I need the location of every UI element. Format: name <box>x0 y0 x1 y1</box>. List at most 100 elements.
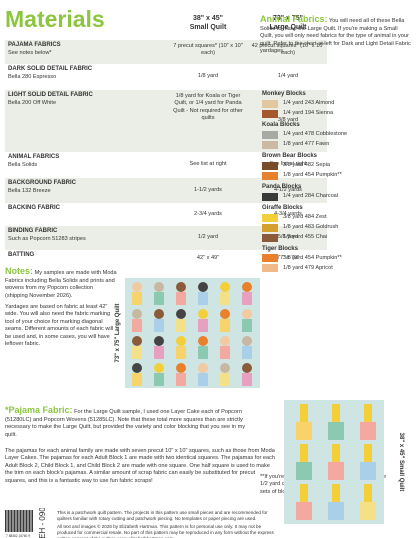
row-label: BACKING FABRIC <box>8 205 168 213</box>
fabric: 3/8 yard 484 Zest <box>283 213 327 220</box>
swatch <box>262 223 278 232</box>
bar <box>32 510 33 532</box>
row-label: PAJAMA FABRICS See notes below* <box>8 42 168 57</box>
head <box>176 363 186 373</box>
cell: 1/8 yard for Koala or Tiger Quilt, or 1/… <box>173 93 243 122</box>
bar <box>15 510 16 532</box>
bar <box>12 510 13 532</box>
text: For the Large Quilt sample, I used one L… <box>5 409 246 438</box>
bar <box>5 510 6 532</box>
swatch <box>262 99 278 108</box>
head <box>154 336 164 346</box>
cell: 77" x 79" <box>276 255 300 261</box>
fabric-name: BATTING <box>8 252 35 258</box>
body <box>198 292 208 305</box>
cell: 1/2 yard <box>197 234 219 240</box>
head <box>132 282 142 292</box>
large-quilt: 73" x 75" Large Quilt <box>115 278 260 388</box>
cell: 4-3/4 yards <box>274 210 302 217</box>
fabric-item: 3/8 yard 484 Zest <box>262 213 412 223</box>
fabric: 1/4 yard 243 Almond <box>283 100 335 107</box>
neck <box>300 444 308 462</box>
body <box>132 346 142 359</box>
head <box>242 282 252 292</box>
head <box>220 309 230 319</box>
head <box>220 282 230 292</box>
bar <box>25 510 26 532</box>
swatch <box>262 264 278 273</box>
fabric: 1/8 yard 454 Pumpkin** <box>283 172 342 179</box>
heading: *Pajama Fabric: <box>5 405 73 415</box>
text: Yardages are based on fabric at least 42… <box>5 304 114 347</box>
fabric-item: 1/8 yard 479 Apricot <box>262 263 412 273</box>
body <box>176 292 186 305</box>
fabric-note: Bella Solids <box>8 161 38 168</box>
swatch <box>262 130 278 139</box>
fabric-name: PAJAMA FABRICS <box>8 42 61 48</box>
bar <box>8 510 9 532</box>
cell: 1/8 yard <box>197 73 219 79</box>
body <box>242 292 252 305</box>
label: 38" x 45" Small Quilt <box>398 433 404 492</box>
neck <box>332 404 340 422</box>
label: Large Quilt <box>269 24 307 32</box>
block-group: Tiger Blocks 3/8 yard 454 Pumpkin** 1/8 ya… <box>262 246 412 274</box>
table-row: DARK SOLID DETAIL FABRIC Bella 280 Espres… <box>5 64 327 90</box>
animal-intro: Animal Fabrics: You will need all of the… <box>260 14 412 55</box>
code: EH - 090 <box>38 508 47 538</box>
fabric-item: 1/8 yard 483 Goldrush <box>262 223 412 233</box>
block-group: Koala Blocks 1/4 yard 478 Cobblestone 1/8 … <box>262 122 412 150</box>
head <box>154 363 164 373</box>
cell: 42" x 49" <box>196 255 220 261</box>
body <box>296 462 312 480</box>
fabric-item: 1/4 yard 243 Almond <box>262 99 412 109</box>
body <box>220 292 230 305</box>
pajama: *Pajama Fabric: For the Large Quilt samp… <box>5 405 255 439</box>
head <box>242 363 252 373</box>
body <box>220 319 230 332</box>
bar <box>21 510 22 532</box>
fabric-item: 1/8 yard 454 Pumpkin** <box>262 171 412 181</box>
fabric-note: Bella 280 Espresso <box>8 73 57 80</box>
cell: 3/8 yard <box>277 117 299 123</box>
cell: 1-1/2 yards <box>194 186 222 193</box>
fabric-item: 3/8 yard 482 Sepia <box>262 161 412 171</box>
row-label: BACKGROUND FABRIC Bella 132 Breeze <box>8 180 168 195</box>
cell: 5/8 yard <box>277 234 299 240</box>
bar <box>17 510 18 532</box>
label: 73" x 75" Large Quilt <box>115 303 121 362</box>
cell: 1/4 yard <box>277 73 299 79</box>
bar <box>10 510 11 532</box>
head <box>242 309 252 319</box>
title: Materials <box>5 6 105 32</box>
bar <box>18 510 19 532</box>
bar <box>16 510 17 532</box>
text: My samples are made with Moda Fabrics in… <box>5 270 117 299</box>
head <box>154 309 164 319</box>
bar <box>26 510 27 532</box>
fabric-name: BACKING FABRIC <box>8 205 60 211</box>
body <box>360 462 376 480</box>
fabric: 1/8 yard 483 Goldrush <box>283 223 339 230</box>
fabric-item: 1/4 yard 284 Charcoal <box>262 192 412 202</box>
body <box>360 422 376 440</box>
animal-list: Monkey Blocks 1/4 yard 243 Almond 1/4 yard… <box>262 88 412 273</box>
body <box>360 502 376 520</box>
body <box>132 373 142 386</box>
bar <box>28 510 29 532</box>
cell: 7 precut squares* (10" x 10" each) <box>173 43 243 57</box>
fabric: 1/4 yard 284 Charcoal <box>283 192 339 199</box>
body <box>176 319 186 332</box>
body <box>154 292 164 305</box>
fabric-note: Bella 200 Off White <box>8 99 57 106</box>
bar <box>31 510 32 532</box>
body <box>198 346 208 359</box>
head <box>198 336 208 346</box>
swatch <box>262 254 278 263</box>
head <box>242 336 252 346</box>
col-head: 38" x 45" Small Quilt <box>168 14 248 32</box>
heading: Animal Fabrics: <box>260 14 328 24</box>
swatch <box>262 233 278 242</box>
footer: This is a patchwork quilt pattern. The p… <box>57 510 277 538</box>
